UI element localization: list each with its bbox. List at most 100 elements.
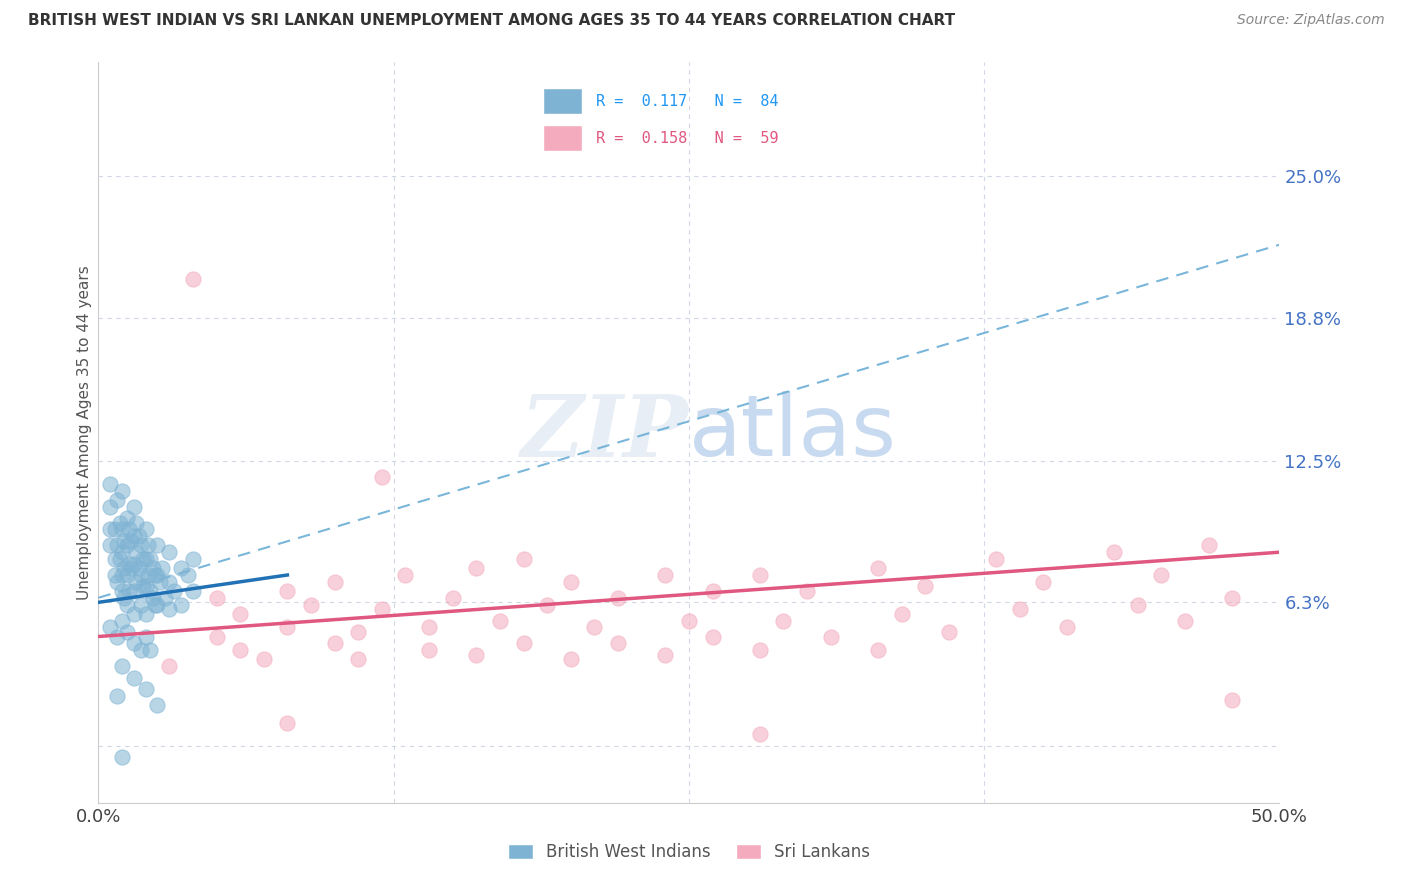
Point bbox=[394, 568, 416, 582]
Point bbox=[142, 561, 165, 575]
Point bbox=[276, 583, 298, 598]
Point bbox=[560, 574, 582, 589]
Point bbox=[122, 529, 145, 543]
Point bbox=[1032, 574, 1054, 589]
Point bbox=[104, 568, 127, 582]
Point bbox=[1056, 620, 1078, 634]
Point bbox=[146, 568, 169, 582]
Point bbox=[122, 583, 145, 598]
Text: atlas: atlas bbox=[689, 391, 897, 475]
Point bbox=[181, 272, 204, 286]
Point bbox=[441, 591, 464, 605]
Point bbox=[253, 652, 276, 666]
Point bbox=[170, 598, 193, 612]
Point bbox=[654, 568, 676, 582]
Point bbox=[98, 476, 121, 491]
Point bbox=[323, 636, 346, 650]
Text: Source: ZipAtlas.com: Source: ZipAtlas.com bbox=[1237, 13, 1385, 28]
Point bbox=[112, 533, 135, 548]
Point bbox=[984, 552, 1007, 566]
Point bbox=[118, 523, 141, 537]
Point bbox=[149, 574, 172, 589]
Point bbox=[139, 583, 162, 598]
Point bbox=[748, 727, 770, 741]
Text: BRITISH WEST INDIAN VS SRI LANKAN UNEMPLOYMENT AMONG AGES 35 TO 44 YEARS CORRELA: BRITISH WEST INDIAN VS SRI LANKAN UNEMPL… bbox=[28, 13, 955, 29]
Point bbox=[115, 598, 138, 612]
Point bbox=[115, 624, 138, 639]
Point bbox=[135, 579, 157, 593]
Point bbox=[205, 630, 228, 644]
Text: ZIP: ZIP bbox=[522, 391, 689, 475]
Point bbox=[142, 591, 165, 605]
Point bbox=[702, 583, 724, 598]
Bar bbox=[543, 88, 582, 114]
Point bbox=[132, 579, 155, 593]
Point bbox=[229, 607, 252, 621]
Point bbox=[111, 545, 134, 559]
Point bbox=[347, 624, 370, 639]
Point bbox=[150, 561, 173, 575]
Point bbox=[914, 579, 936, 593]
Point bbox=[748, 643, 770, 657]
Point bbox=[465, 648, 488, 662]
Point bbox=[607, 591, 630, 605]
Point bbox=[129, 538, 152, 552]
Point bbox=[772, 614, 794, 628]
Point bbox=[122, 636, 145, 650]
Point bbox=[105, 574, 128, 589]
Point bbox=[170, 561, 193, 575]
Point bbox=[157, 574, 180, 589]
Point bbox=[125, 574, 148, 589]
Point bbox=[122, 500, 145, 514]
Point bbox=[135, 607, 157, 621]
Point bbox=[866, 561, 889, 575]
Point bbox=[135, 523, 157, 537]
Point bbox=[128, 561, 150, 575]
Point bbox=[98, 620, 121, 634]
Point bbox=[129, 598, 152, 612]
Point bbox=[276, 716, 298, 731]
Point bbox=[118, 583, 141, 598]
Point bbox=[135, 552, 157, 566]
Point bbox=[489, 614, 512, 628]
Point bbox=[323, 574, 346, 589]
Point bbox=[1008, 602, 1031, 616]
Point bbox=[111, 483, 134, 498]
Point bbox=[177, 568, 200, 582]
Text: R =  0.117   N =  84: R = 0.117 N = 84 bbox=[596, 94, 779, 109]
Point bbox=[139, 643, 162, 657]
Point bbox=[1174, 614, 1197, 628]
Point bbox=[143, 598, 166, 612]
Point bbox=[890, 607, 912, 621]
Point bbox=[105, 538, 128, 552]
Point bbox=[748, 568, 770, 582]
Point bbox=[607, 636, 630, 650]
Bar bbox=[543, 125, 582, 151]
Point bbox=[205, 591, 228, 605]
Point bbox=[820, 630, 842, 644]
Point bbox=[157, 602, 180, 616]
Point bbox=[371, 602, 394, 616]
Point bbox=[654, 648, 676, 662]
Point bbox=[135, 630, 157, 644]
Point bbox=[418, 620, 440, 634]
Point bbox=[139, 552, 162, 566]
Point bbox=[229, 643, 252, 657]
Point bbox=[938, 624, 960, 639]
Point bbox=[132, 552, 155, 566]
Point bbox=[111, 750, 134, 764]
Point bbox=[136, 568, 159, 582]
Point bbox=[512, 552, 534, 566]
Legend: British West Indians, Sri Lankans: British West Indians, Sri Lankans bbox=[508, 843, 870, 861]
Point bbox=[866, 643, 889, 657]
Point bbox=[105, 630, 128, 644]
Point bbox=[129, 643, 152, 657]
Point bbox=[163, 583, 186, 598]
Point bbox=[583, 620, 606, 634]
Point bbox=[111, 614, 134, 628]
Point bbox=[122, 557, 145, 571]
Point bbox=[115, 568, 138, 582]
Point bbox=[1220, 693, 1243, 707]
Point bbox=[536, 598, 558, 612]
Point bbox=[111, 583, 134, 598]
